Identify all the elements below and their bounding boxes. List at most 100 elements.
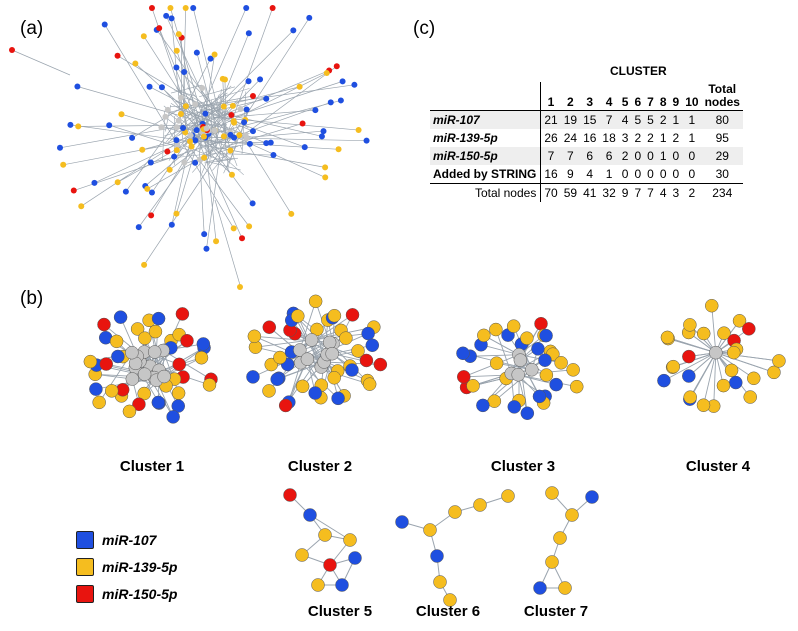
cluster-node [666,359,681,374]
network-node [231,119,238,126]
network-node [174,142,181,149]
cluster-node [262,320,277,334]
table-cell: 7 [644,183,657,202]
table-cell: 19 [560,110,581,129]
cluster-node [477,328,491,343]
network-node [177,111,184,118]
network-edge [81,122,209,207]
table-header-cell: 5 [621,95,629,109]
table-header-blank [430,82,542,111]
cluster-node [724,363,739,378]
cluster-edge [494,369,533,402]
network-node [243,106,250,113]
cluster-node [105,384,119,398]
legend-label: miR-139-5p [102,558,178,575]
table-cell: 29 [701,147,743,165]
table-header-row: 1 2 3 4 5 6 7 8 9 10 Total nodes [430,82,743,111]
network-node [192,159,199,166]
network-edge [214,89,222,148]
network-node [177,94,184,101]
cluster-node [549,377,563,392]
network-edge [188,110,216,124]
cluster-node [727,345,741,360]
table-cell: 4 [656,183,670,202]
cluster-node-string [293,343,307,357]
network-node [211,51,218,58]
network-node [164,106,171,113]
cluster-6-label: Cluster 6 [415,603,481,620]
network-node [122,188,129,195]
table-cell: 24 [563,131,578,145]
network-node [201,154,208,161]
cluster-edge [713,352,717,407]
cluster-node [113,310,128,324]
network-node [181,159,188,166]
cluster-edge [495,329,512,374]
network-node [70,187,77,194]
cluster-node-string [125,345,139,360]
cluster-node-string [137,367,152,381]
cluster-node [273,350,287,365]
cluster-node [339,331,353,345]
network-node [318,133,325,140]
cluster-node-string [511,368,525,382]
cluster-node [345,363,359,377]
network-node [114,52,121,59]
cluster-node [270,372,284,387]
cluster-node [327,371,341,385]
network-edge [190,136,367,142]
cluster-node [520,406,535,420]
network-node [175,117,182,124]
cluster-node [538,353,552,367]
network-edge [94,124,219,184]
table-cell: 1 [659,131,667,145]
cluster-node [151,395,166,410]
cluster-node-string [300,352,315,366]
table-cell: 21 [540,110,561,129]
panel-label-b: (b) [20,288,44,309]
table-cell: 0 [644,147,657,165]
table-header-total-line2: nodes [704,95,740,109]
cluster-node [716,378,731,393]
cluster-node [335,578,349,592]
network-node [162,113,169,120]
network-node [78,203,85,210]
network-node [139,146,146,153]
cluster-node [696,326,711,341]
network-node [188,143,195,150]
network-node [163,12,170,19]
cluster-node [308,386,322,400]
network-edge [170,85,232,141]
table-cell: 2 [618,147,632,165]
network-node [187,132,194,139]
cluster-node [448,505,462,519]
cluster-node [532,389,547,404]
cluster-3-label: Cluster 3 [490,458,556,475]
cluster-node [742,322,756,336]
table-cell: 0 [669,147,683,165]
cluster-node [473,498,487,512]
cluster-edge [470,354,519,357]
cluster-node [585,490,599,504]
network-node [213,238,220,245]
table-cell: 59 [560,183,581,202]
network-edge [170,103,185,113]
network-node [118,111,125,118]
cluster-table: 1 2 3 4 5 6 7 8 9 10 Total nodes miR-107 … [430,82,743,202]
cluster-node [180,333,194,348]
network-edge [200,109,254,132]
network-node [200,133,207,140]
network-edge [216,99,230,146]
table-cell: 16 [583,131,597,145]
table-cell: 2 [634,131,642,145]
cluster-edge [703,352,717,406]
cluster-node [487,394,502,408]
network-node [193,127,200,134]
network-node [67,121,74,128]
network-node [74,83,81,90]
table-header-cell: 2 [567,95,574,109]
network-node [241,119,248,126]
network-node [181,68,188,75]
cluster-node [682,369,696,383]
network-edge [185,7,247,147]
